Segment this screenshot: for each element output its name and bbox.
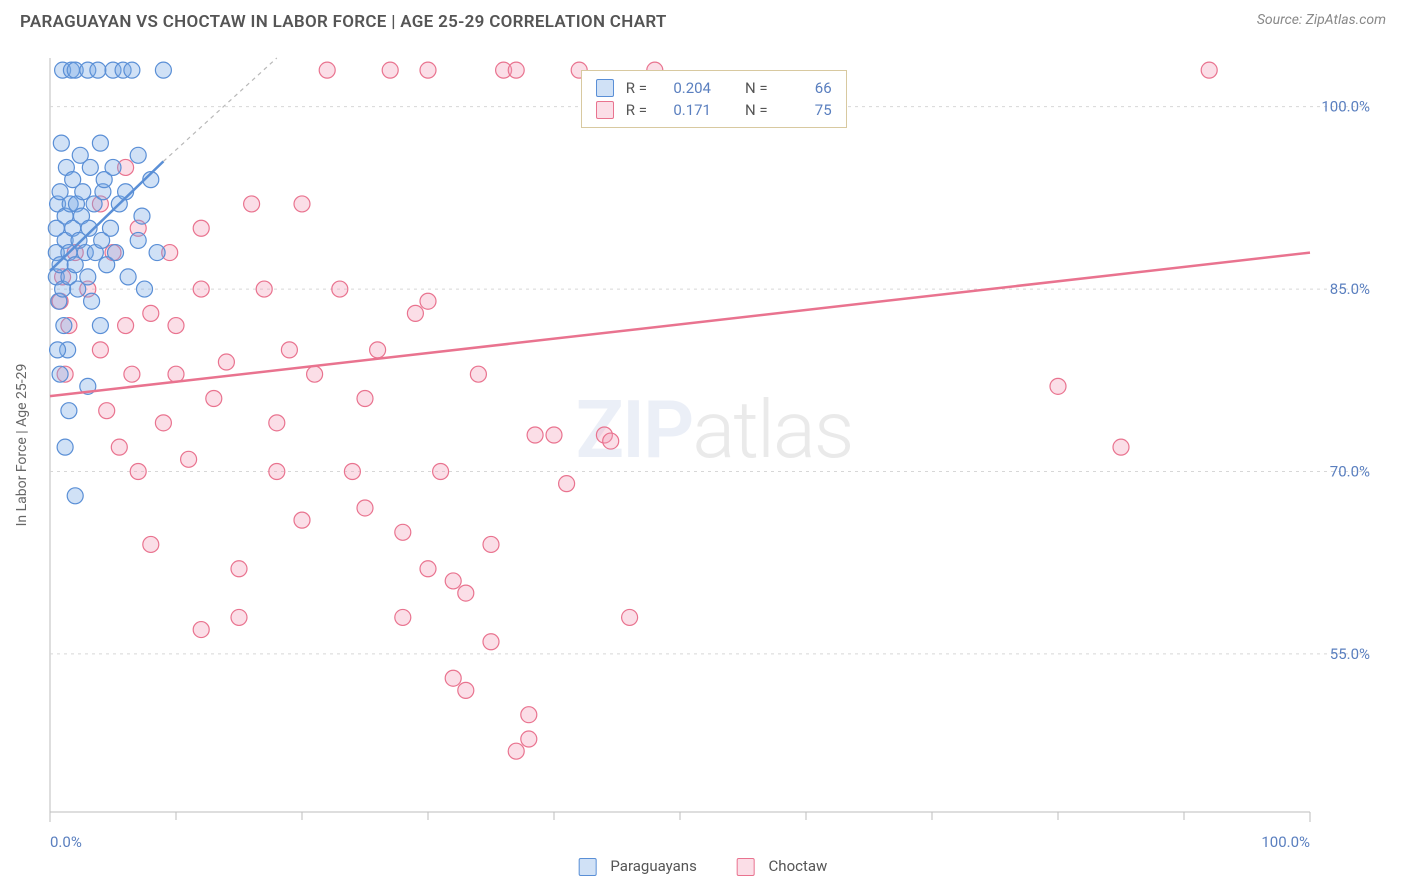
source-label: Source: (1257, 12, 1302, 28)
r-value-choctaw: 0.171 (659, 101, 711, 119)
correlation-legend: R = 0.204 N = 66 R = 0.171 N = 75 (581, 70, 847, 128)
r-value-paraguayans: 0.204 (659, 79, 711, 97)
legend-item-choctaw: Choctaw (737, 857, 828, 876)
n-value-paraguayans: 66 (780, 79, 832, 97)
y-axis-label: In Labor Force | Age 25-29 (14, 364, 30, 527)
legend-row-choctaw: R = 0.171 N = 75 (596, 99, 832, 121)
svg-text:70.0%: 70.0% (1330, 462, 1370, 480)
swatch-paraguayans-icon (579, 858, 597, 876)
swatch-choctaw-icon (737, 858, 755, 876)
swatch-paraguayans (596, 79, 614, 97)
legend-label-paraguayans: Paraguayans (610, 857, 696, 875)
n-value-choctaw: 75 (780, 101, 832, 119)
scatter-plot-svg: 55.0%70.0%85.0%100.0%0.0%100.0% (48, 58, 1380, 832)
svg-text:100.0%: 100.0% (1261, 833, 1310, 851)
legend-item-paraguayans: Paraguayans (579, 857, 697, 876)
n-label: N = (745, 101, 768, 119)
source-name: ZipAtlas.com (1306, 12, 1386, 28)
svg-text:100.0%: 100.0% (1321, 98, 1370, 116)
legend-label-choctaw: Choctaw (769, 857, 828, 875)
r-label: R = (626, 101, 647, 119)
swatch-choctaw (596, 101, 614, 119)
chart-area: In Labor Force | Age 25-29 ZIPatlas 55.0… (48, 58, 1380, 832)
svg-text:55.0%: 55.0% (1330, 645, 1370, 663)
legend-row-paraguayans: R = 0.204 N = 66 (596, 77, 832, 99)
svg-text:85.0%: 85.0% (1330, 280, 1370, 298)
series-legend: Paraguayans Choctaw (579, 857, 828, 876)
chart-title: PARAGUAYAN VS CHOCTAW IN LABOR FORCE | A… (20, 12, 667, 32)
source-attribution: Source: ZipAtlas.com (1257, 12, 1386, 28)
n-label: N = (745, 79, 768, 97)
r-label: R = (626, 79, 647, 97)
svg-text:0.0%: 0.0% (50, 833, 82, 851)
